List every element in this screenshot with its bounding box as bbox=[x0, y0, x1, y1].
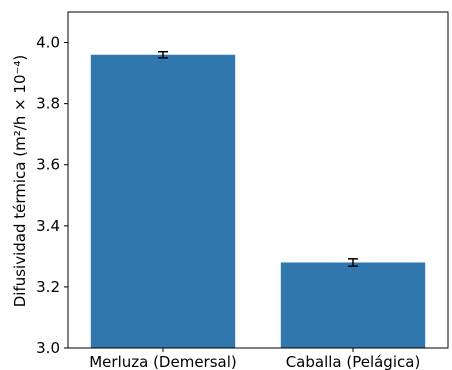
bar-1 bbox=[280, 262, 426, 348]
y-tick-label-0: 3.0 bbox=[36, 339, 60, 357]
x-tick-label-0: Merluza (Demersal) bbox=[89, 353, 237, 370]
plot-area: Merluza (Demersal) Caballa (Pelágica) 3.0 3… bbox=[36, 11, 449, 370]
y-tick-label-5: 4.0 bbox=[36, 34, 60, 52]
y-tick-label-1: 3.2 bbox=[36, 278, 60, 296]
bar-0 bbox=[90, 54, 236, 348]
y-axis-label: Difusividad térmica (m²/h × 10⁻⁴) bbox=[11, 55, 29, 308]
y-tick-label-4: 3.8 bbox=[36, 95, 60, 113]
y-tick-label-3: 3.6 bbox=[36, 156, 60, 174]
y-tick-label-2: 3.4 bbox=[36, 217, 60, 235]
axes-frame bbox=[67, 11, 449, 349]
x-tick-label-1: Caballa (Pelágica) bbox=[286, 353, 421, 370]
